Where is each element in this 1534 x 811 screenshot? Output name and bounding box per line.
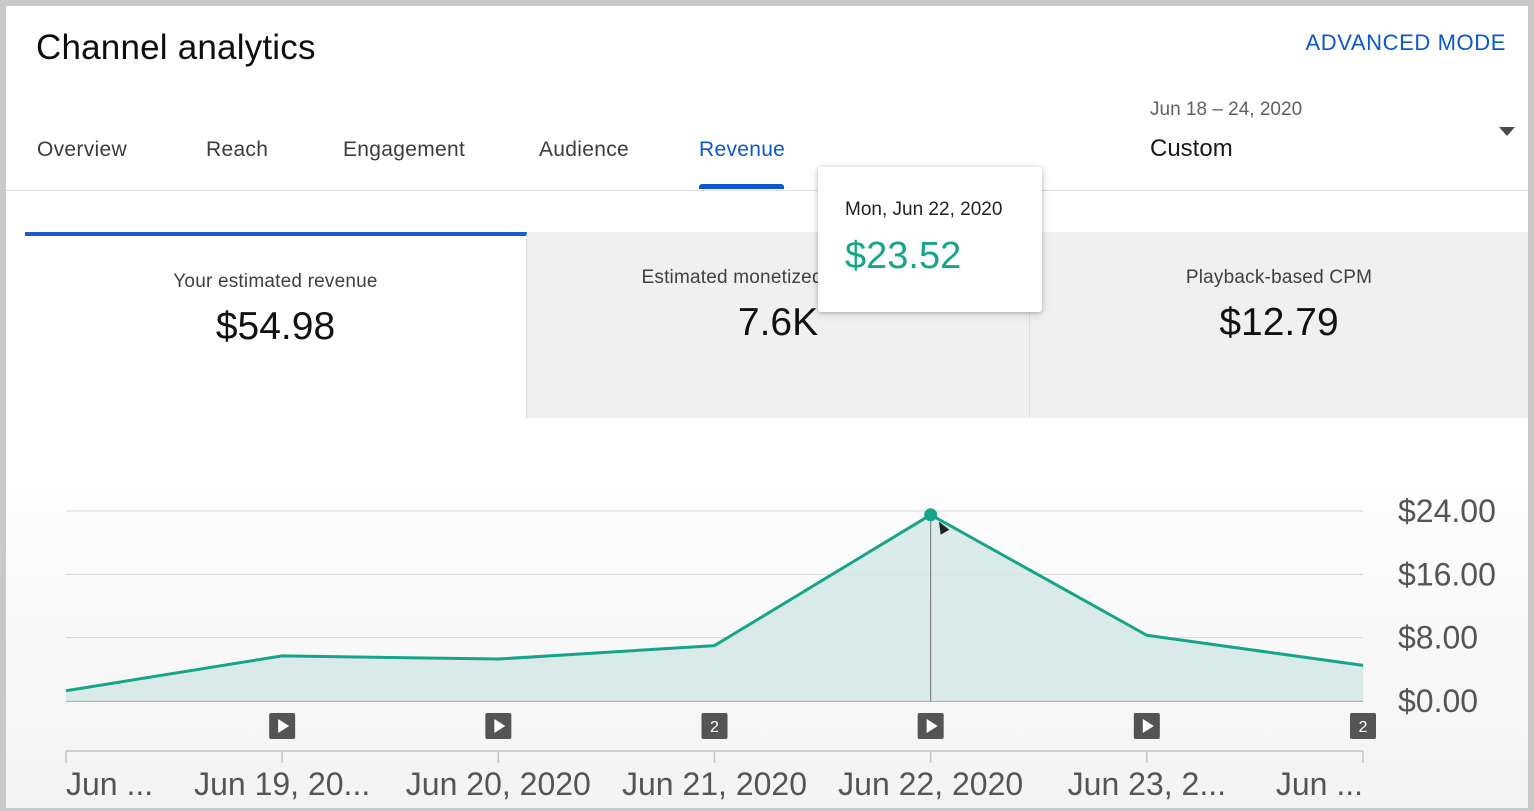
play-triangle-icon bbox=[926, 719, 938, 733]
metric-card-playback-cpm[interactable]: Playback-based CPM $12.79 bbox=[1030, 232, 1528, 418]
tooltip-value: $23.52 bbox=[845, 235, 962, 277]
video-count-label: 2 bbox=[1359, 719, 1368, 736]
dropdown-arrow-icon[interactable] bbox=[1499, 127, 1515, 136]
metric-label: Playback-based CPM bbox=[1185, 267, 1373, 288]
metric-label: Your estimated revenue bbox=[173, 271, 378, 292]
tab-revenue[interactable]: Revenue bbox=[699, 138, 786, 161]
x-tick-label: Jun 21, 2020 bbox=[622, 766, 807, 802]
y-tick-label: $24.00 bbox=[1398, 493, 1496, 529]
tab-engagement[interactable]: Engagement bbox=[343, 138, 466, 161]
video-marker-count-badge[interactable] bbox=[701, 713, 728, 739]
x-tick-label: Jun 23, 2... bbox=[1068, 766, 1226, 802]
revenue-line-chart[interactable]: $0.00 $8.00 $16.00 $24.00 Jun ... Jun 19, 20.… bbox=[6, 191, 1528, 808]
play-triangle-icon bbox=[278, 719, 290, 733]
video-marker-count-badge[interactable] bbox=[1350, 713, 1376, 739]
revenue-content: Your estimated revenue $54.98 Estimated … bbox=[6, 191, 1528, 808]
x-tick-label: Jun ... bbox=[1276, 766, 1363, 802]
data-point[interactable] bbox=[924, 508, 938, 522]
y-tick-label: $16.00 bbox=[1398, 556, 1496, 592]
y-tick-label: $8.00 bbox=[1398, 620, 1478, 656]
metric-card-monetized-playbacks[interactable]: Estimated monetized playbacks 7.6K bbox=[527, 232, 1030, 418]
metric-value: 7.6K bbox=[737, 301, 819, 344]
metric-value: $54.98 bbox=[215, 305, 336, 348]
tab-reach[interactable]: Reach bbox=[206, 138, 269, 161]
tooltip-date: Mon, Jun 22, 2020 bbox=[845, 199, 1003, 220]
tab-audience[interactable]: Audience bbox=[539, 138, 629, 161]
header-divider bbox=[6, 190, 1528, 191]
page-title: Channel analytics bbox=[36, 28, 316, 67]
metric-card-estimated-revenue[interactable]: Your estimated revenue $54.98 bbox=[25, 232, 527, 418]
chart-tooltip: Mon, Jun 22, 2020 $23.52 bbox=[818, 167, 1042, 312]
tab-overview[interactable]: Overview bbox=[37, 138, 127, 161]
play-triangle-icon bbox=[1142, 719, 1154, 733]
active-tab-indicator bbox=[699, 184, 784, 189]
advanced-mode-button[interactable]: ADVANCED MODE bbox=[1305, 30, 1506, 55]
x-tick-label: Jun 22, 2020 bbox=[838, 766, 1023, 802]
date-range-text: Jun 18 – 24, 2020 bbox=[1150, 99, 1303, 120]
x-tick-label: Jun 20, 2020 bbox=[406, 766, 591, 802]
video-count-label: 2 bbox=[710, 719, 719, 736]
play-triangle-icon bbox=[494, 719, 506, 733]
x-tick-label: Jun 19, 20... bbox=[194, 766, 370, 802]
analytics-page: Channel analytics ADVANCED MODE Overview… bbox=[6, 6, 1528, 808]
y-tick-label: $0.00 bbox=[1398, 683, 1478, 719]
series-area bbox=[66, 514, 1363, 701]
analytics-tabs: Overview Reach Engagement Audience Reven… bbox=[6, 124, 1106, 190]
date-range-value: Custom bbox=[1150, 135, 1233, 162]
series-line bbox=[65, 513, 1364, 693]
metric-value: $12.79 bbox=[1219, 301, 1339, 344]
x-tick-label: Jun ... bbox=[66, 766, 153, 802]
